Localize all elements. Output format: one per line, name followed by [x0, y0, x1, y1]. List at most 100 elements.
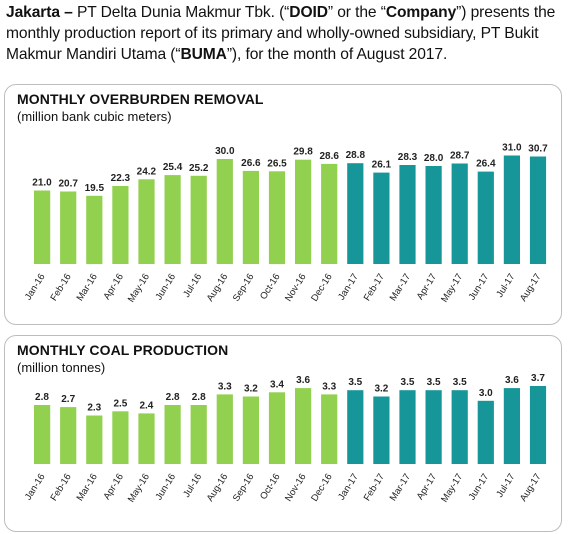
- bar-Dec-16: [321, 163, 338, 264]
- bar-May-16: [138, 413, 155, 464]
- x-tick-label: Mar-17: [388, 272, 413, 303]
- bar-Mar-17: [399, 165, 416, 264]
- x-tick-label: Apr-16: [102, 272, 126, 302]
- bar-Feb-17: [373, 172, 390, 264]
- x-tick-label: Jan-17: [336, 272, 361, 302]
- data-label: 3.5: [427, 377, 441, 388]
- bar-Nov-16: [295, 388, 312, 464]
- data-label: 2.4: [139, 400, 153, 411]
- data-label: 3.5: [453, 377, 467, 388]
- bar-Apr-17: [425, 166, 442, 264]
- chart-title: MONTHLY COAL PRODUCTION: [17, 342, 229, 358]
- intro-text-1: PT Delta Dunia Makmur Tbk. (“: [76, 4, 290, 21]
- data-label: 26.4: [476, 159, 496, 170]
- x-tick-label: Oct-16: [258, 472, 282, 502]
- x-tick-label: Jun-17: [467, 272, 492, 302]
- bar-Aug-16: [216, 394, 233, 464]
- data-label: 29.8: [293, 147, 313, 158]
- coal-bar-chart: 2.8 Jan-16 2.7 Feb-16 2.3 Mar-16 2.5 Apr-16 2.4 M…: [23, 373, 547, 505]
- intro-company: Company: [385, 4, 457, 21]
- x-tick-label: Mar-17: [388, 472, 413, 503]
- data-label: 28.6: [319, 151, 339, 162]
- data-label: 3.3: [322, 381, 336, 392]
- x-tick-label: Aug-17: [518, 472, 544, 504]
- bar-Jun-17: [477, 171, 494, 264]
- x-tick-label: Feb-17: [362, 472, 387, 503]
- data-label: 19.5: [85, 183, 105, 194]
- bar-Dec-16: [321, 394, 338, 464]
- data-label: 20.7: [58, 179, 78, 190]
- x-tick-label: Jun-17: [467, 472, 492, 502]
- data-label: 25.2: [189, 163, 209, 174]
- intro-text-4: ”), for the month of August 2017.: [226, 46, 448, 63]
- bar-Mar-17: [399, 390, 416, 464]
- x-tick-label: Jan-16: [23, 272, 48, 302]
- x-tick-label: Sep-16: [231, 272, 257, 304]
- data-label: 22.3: [111, 173, 131, 184]
- bar-Jan-16: [34, 190, 51, 264]
- data-label: 3.2: [374, 384, 388, 395]
- data-label: 3.4: [270, 379, 284, 390]
- x-tick-label: May-17: [439, 472, 465, 505]
- data-label: 30.7: [528, 144, 548, 155]
- data-label: 3.5: [348, 377, 362, 388]
- intro-doid: DOID: [289, 4, 328, 21]
- x-tick-label: Jul-17: [494, 272, 517, 300]
- bar-Jun-16: [164, 405, 181, 464]
- data-label: 2.3: [87, 403, 101, 414]
- x-tick-label: Jul-17: [494, 472, 517, 500]
- x-tick-label: May-16: [126, 472, 152, 505]
- bar-Oct-16: [268, 171, 286, 265]
- bar-Mar-16: [86, 195, 103, 265]
- intro-dateline: Jakarta –: [6, 4, 77, 21]
- bar-May-17: [451, 163, 468, 264]
- bar-May-16: [138, 179, 155, 264]
- bar-Feb-16: [60, 407, 77, 464]
- x-tick-label: Jan-17: [336, 472, 361, 502]
- data-label: 26.6: [241, 158, 261, 169]
- bar-Apr-16: [112, 186, 129, 264]
- bar-Jul-17: [503, 155, 520, 264]
- x-tick-label: Apr-17: [415, 472, 439, 502]
- x-tick-label: Feb-17: [362, 272, 387, 303]
- bar-Jan-17: [347, 390, 364, 464]
- bar-Jun-17: [477, 400, 494, 464]
- x-tick-label: Aug-16: [205, 272, 231, 304]
- x-tick-label: Feb-16: [48, 472, 73, 503]
- x-tick-label: May-17: [439, 272, 465, 305]
- data-label: 3.0: [479, 388, 493, 399]
- x-tick-label: Sep-16: [231, 472, 257, 504]
- chart-subtitle: (million bank cubic meters): [17, 109, 172, 124]
- x-tick-label: Aug-16: [205, 472, 231, 504]
- chart-title: MONTHLY OVERBURDEN REMOVAL: [17, 91, 264, 107]
- data-label: 26.1: [372, 160, 392, 171]
- data-label: 21.0: [32, 178, 52, 189]
- bar-Nov-16: [295, 159, 312, 264]
- x-tick-label: Aug-17: [518, 272, 544, 304]
- x-tick-label: Dec-16: [309, 472, 335, 504]
- x-tick-label: Jun-16: [153, 272, 178, 302]
- data-label: 3.5: [401, 377, 415, 388]
- x-tick-label: Nov-16: [283, 272, 309, 304]
- x-tick-label: Feb-16: [48, 272, 73, 303]
- data-label: 30.0: [215, 146, 235, 157]
- x-tick-label: Jun-16: [153, 472, 178, 502]
- bar-Jan-16: [34, 405, 51, 464]
- x-tick-label: Jan-16: [23, 472, 48, 502]
- data-label: 2.8: [35, 392, 49, 403]
- data-label: 2.8: [166, 392, 180, 403]
- bar-Oct-16: [268, 392, 286, 464]
- x-tick-label: May-16: [126, 272, 152, 305]
- x-tick-label: Jul-16: [181, 272, 204, 300]
- bar-May-17: [451, 390, 468, 464]
- bar-Jul-16: [190, 175, 207, 264]
- bar-Aug-16: [216, 159, 233, 264]
- bar-Aug-17: [529, 156, 547, 264]
- chart-subtitle: (million tonnes): [17, 360, 106, 375]
- x-tick-label: Mar-16: [75, 472, 100, 503]
- bar-Jul-17: [503, 388, 520, 464]
- data-label: 2.7: [61, 394, 75, 405]
- intro-text-3: ”) presents the monthly production repor…: [6, 4, 556, 63]
- data-label: 3.6: [505, 375, 519, 386]
- data-label: 25.4: [163, 162, 183, 173]
